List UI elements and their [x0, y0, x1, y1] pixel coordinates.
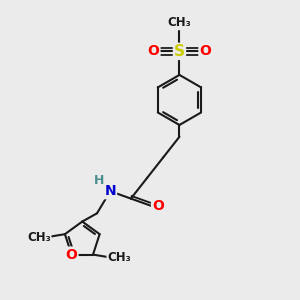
- Text: O: O: [152, 199, 164, 213]
- Text: CH₃: CH₃: [107, 251, 131, 264]
- Text: O: O: [200, 44, 211, 58]
- Text: N: N: [104, 184, 116, 198]
- Text: S: S: [174, 44, 185, 59]
- Text: O: O: [66, 248, 77, 262]
- Text: H: H: [94, 174, 104, 188]
- Text: CH₃: CH₃: [27, 231, 51, 244]
- Text: CH₃: CH₃: [168, 16, 191, 29]
- Text: O: O: [148, 44, 160, 58]
